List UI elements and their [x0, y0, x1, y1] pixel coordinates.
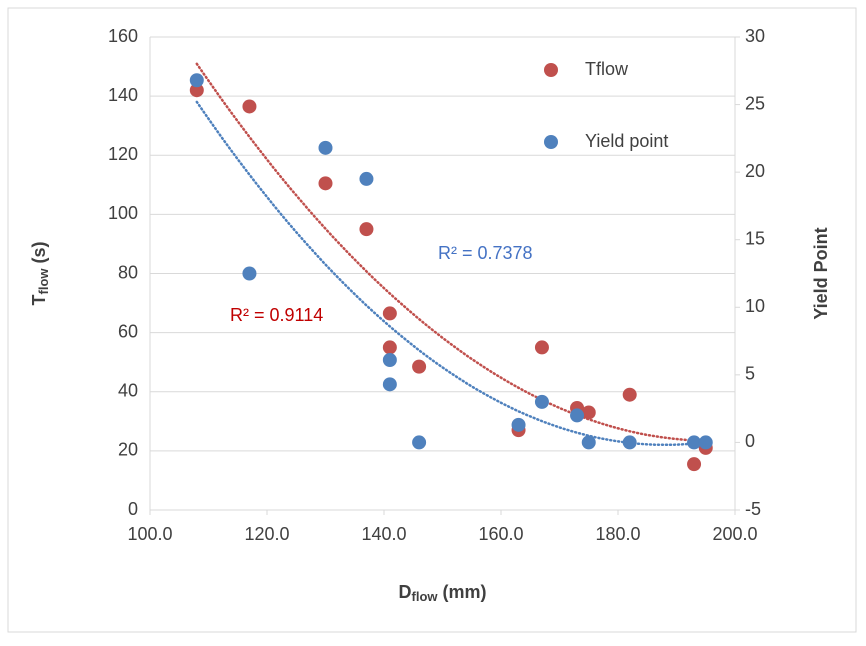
legend-label: Yield point	[585, 131, 668, 151]
point	[687, 457, 702, 472]
point	[382, 340, 397, 355]
trendline	[195, 100, 708, 447]
trendline	[195, 62, 708, 442]
y2-tick-label: 0	[745, 431, 755, 451]
axis-title-unit: (mm)	[443, 582, 487, 602]
y-tick-label: 40	[118, 381, 138, 401]
point	[242, 99, 257, 114]
r2-label: R² = 0.7378	[438, 243, 533, 263]
y-tick-label: 100	[108, 203, 138, 223]
point	[412, 435, 427, 450]
point	[581, 435, 596, 450]
r2-label: R² = 0.9114	[230, 305, 323, 325]
point	[359, 222, 374, 237]
y-tick-label: 20	[118, 440, 138, 460]
axis-title-main: D	[399, 582, 412, 602]
y-tick-label: 120	[108, 144, 138, 164]
point	[534, 340, 549, 355]
y2-tick-label: 30	[745, 26, 765, 46]
y-tick-label: 60	[118, 321, 138, 341]
point	[318, 176, 333, 191]
legend-marker	[544, 135, 558, 149]
point	[698, 435, 713, 450]
y2-tick-label: 25	[745, 93, 765, 113]
axis-title: Dflow (mm)	[399, 582, 487, 605]
y2-tick-label: -5	[745, 499, 761, 519]
point	[359, 171, 374, 186]
axis-title-main: T	[29, 295, 49, 306]
point	[382, 306, 397, 321]
point	[318, 140, 333, 155]
axis-title: Tflow (s)	[29, 241, 52, 305]
x-tick-label: 100.0	[127, 524, 172, 544]
point	[622, 387, 637, 402]
axis-title-sub: flow	[412, 589, 439, 604]
x-tick-label: 200.0	[712, 524, 757, 544]
point	[570, 408, 585, 423]
chart-border	[7, 7, 857, 633]
y-tick-label: 140	[108, 85, 138, 105]
x-tick-label: 160.0	[478, 524, 523, 544]
x-tick-label: 120.0	[244, 524, 289, 544]
point	[687, 435, 702, 450]
point	[242, 266, 257, 281]
x-tick-label: 180.0	[595, 524, 640, 544]
point	[382, 352, 397, 367]
point	[189, 83, 204, 98]
x-tick-label: 140.0	[361, 524, 406, 544]
y-tick-label: 80	[118, 262, 138, 282]
point	[534, 394, 549, 409]
point	[382, 377, 397, 392]
y2-tick-label: 5	[745, 364, 755, 384]
y-tick-label: 0	[128, 499, 138, 519]
y2-tick-label: 20	[745, 161, 765, 181]
y2-tick-label: 10	[745, 296, 765, 316]
point	[622, 435, 637, 450]
legend-marker	[544, 63, 558, 77]
legend-label: Tflow	[585, 59, 629, 79]
point	[581, 405, 596, 420]
point	[412, 359, 427, 374]
y2-axis-title: Yield Point	[811, 227, 831, 319]
point	[511, 417, 526, 432]
axis-title-sub: flow	[36, 268, 51, 295]
point	[189, 73, 204, 88]
y-tick-label: 160	[108, 26, 138, 46]
y2-tick-label: 15	[745, 228, 765, 248]
axis-title-unit: (s)	[29, 241, 49, 263]
